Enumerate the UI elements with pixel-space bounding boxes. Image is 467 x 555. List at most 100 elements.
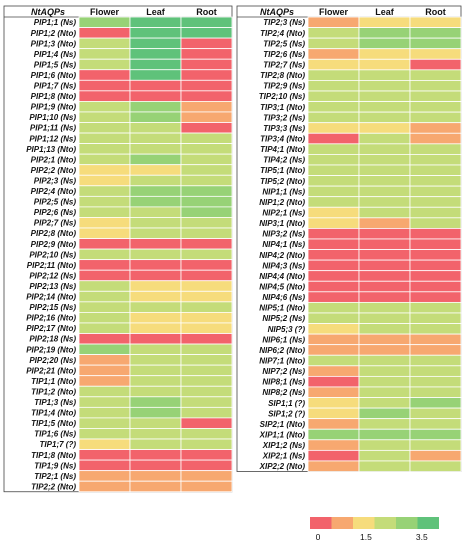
heatmap-cell <box>409 270 462 282</box>
heatmap-cell <box>129 417 182 429</box>
heatmap-cell <box>307 175 360 187</box>
gene-label: NIP4;2 (Nto) <box>259 251 305 260</box>
heatmap-cell <box>358 80 411 92</box>
gene-label: PIP1;1 (Ns) <box>34 18 77 27</box>
heatmap-cell <box>78 101 131 113</box>
heatmap-cell <box>409 280 462 293</box>
heatmap-cell <box>358 27 411 39</box>
gene-label: PIP2;3 (Ns) <box>34 176 77 185</box>
heatmap-cell <box>180 301 233 313</box>
heatmap-cell <box>78 37 131 50</box>
heatmap-cell <box>78 354 131 366</box>
gene-label: NIP2;1 (Ns) <box>262 209 305 218</box>
heatmap-cell <box>409 397 462 409</box>
heatmap-cell <box>180 470 233 482</box>
heatmap-cell <box>307 238 360 250</box>
heatmap-cell <box>180 375 233 387</box>
heatmap-cell <box>307 270 360 282</box>
heatmap-cell <box>180 333 233 345</box>
gene-label: PIP1;3 (Nto) <box>31 39 77 48</box>
gene-label: PIP2;10 (Ns) <box>29 250 76 259</box>
legend-tick-label: 3.5 <box>416 532 428 542</box>
heatmap-cell <box>358 227 411 240</box>
heatmap-cell <box>78 311 131 324</box>
heatmap-cell <box>409 333 462 346</box>
heatmap-cell <box>307 312 360 324</box>
heatmap-cell <box>358 37 411 50</box>
column-header-flower: Flower <box>90 7 120 17</box>
gene-label: TIP3;3 (Ns) <box>263 124 305 133</box>
heatmap-cell <box>358 16 411 28</box>
heatmap-cell <box>129 396 182 408</box>
gene-label: XIP2;1 (Ns) <box>262 452 306 461</box>
heatmap-cell <box>409 206 462 219</box>
heatmap-cell <box>409 37 462 50</box>
heatmap-cell <box>409 143 462 155</box>
heatmap-cell <box>129 333 182 345</box>
column-header-root: Root <box>425 7 446 17</box>
heatmap-cell <box>180 111 233 123</box>
heatmap-cell <box>358 217 411 229</box>
heatmap-cell <box>78 364 131 377</box>
heatmap-cell <box>78 238 131 250</box>
heatmap-cell <box>78 343 131 355</box>
heatmap-cell <box>409 344 462 356</box>
heatmap-cell <box>409 132 462 145</box>
heatmap-cell <box>358 122 411 134</box>
heatmap-cell <box>307 37 360 50</box>
heatmap-cell <box>358 439 411 451</box>
heatmap-cell <box>129 343 182 355</box>
gene-label: NIP7;1 (Nto) <box>259 356 305 365</box>
heatmap-cell <box>180 48 233 60</box>
heatmap-cell <box>409 365 462 377</box>
heatmap-cell <box>358 143 411 155</box>
heatmap-cell <box>78 406 131 419</box>
heatmap-cell <box>358 90 411 102</box>
heatmap-cell <box>358 333 411 346</box>
gene-label: XIP2;2 (Nto) <box>259 462 306 471</box>
gene-label: PIP1;9 (Nto) <box>31 103 77 112</box>
heatmap-cell <box>409 58 462 71</box>
heatmap-cell <box>78 143 131 155</box>
heatmap-cell <box>129 438 182 450</box>
heatmap-cell <box>129 195 182 208</box>
heatmap-cell <box>180 90 233 102</box>
gene-label: TIP2;2 (Nto) <box>31 482 76 491</box>
heatmap-cell <box>307 217 360 229</box>
gene-label: NIP4;5 (Nto) <box>259 282 305 291</box>
heatmap-cell <box>129 385 182 398</box>
heatmap-cell <box>409 217 462 229</box>
heatmap-cell <box>180 248 233 261</box>
heatmap-cell <box>129 459 182 472</box>
gene-label: TIP1;3 (Ns) <box>34 398 76 407</box>
heatmap-cell <box>129 301 182 313</box>
gene-label: PIP2;17 (Nto) <box>26 324 76 333</box>
heatmap-cell <box>409 460 462 472</box>
heatmap-cell <box>307 460 360 472</box>
heatmap-cell <box>129 111 182 123</box>
gene-label: TIP1;9 (Ns) <box>34 461 76 470</box>
heatmap-cell <box>78 269 131 282</box>
heatmap-cell <box>78 79 131 92</box>
heatmap-cell <box>358 460 411 472</box>
heatmap-cell <box>180 79 233 92</box>
gene-label: NIP7;2 (Ns) <box>262 367 305 376</box>
heatmap-cell <box>180 195 233 208</box>
gene-label: PIP1;8 (Nto) <box>31 92 77 101</box>
heatmap-cell <box>409 301 462 314</box>
heatmap-cell <box>129 48 182 60</box>
heatmap-cell <box>358 58 411 71</box>
gene-label: PIP1;11 (Ns) <box>30 124 76 133</box>
heatmap-cell <box>307 90 360 102</box>
heatmap-cell <box>180 174 233 187</box>
heatmap-cell <box>78 459 131 472</box>
heatmap-cell <box>307 397 360 409</box>
heatmap-cell <box>129 69 182 81</box>
heatmap-cell <box>358 428 411 441</box>
heatmap-cell <box>129 206 182 218</box>
gene-label: NIP6;1 (Ns) <box>262 335 305 344</box>
heatmap-cell <box>409 439 462 451</box>
heatmap-cell <box>307 58 360 71</box>
heatmap-cell <box>409 101 462 113</box>
